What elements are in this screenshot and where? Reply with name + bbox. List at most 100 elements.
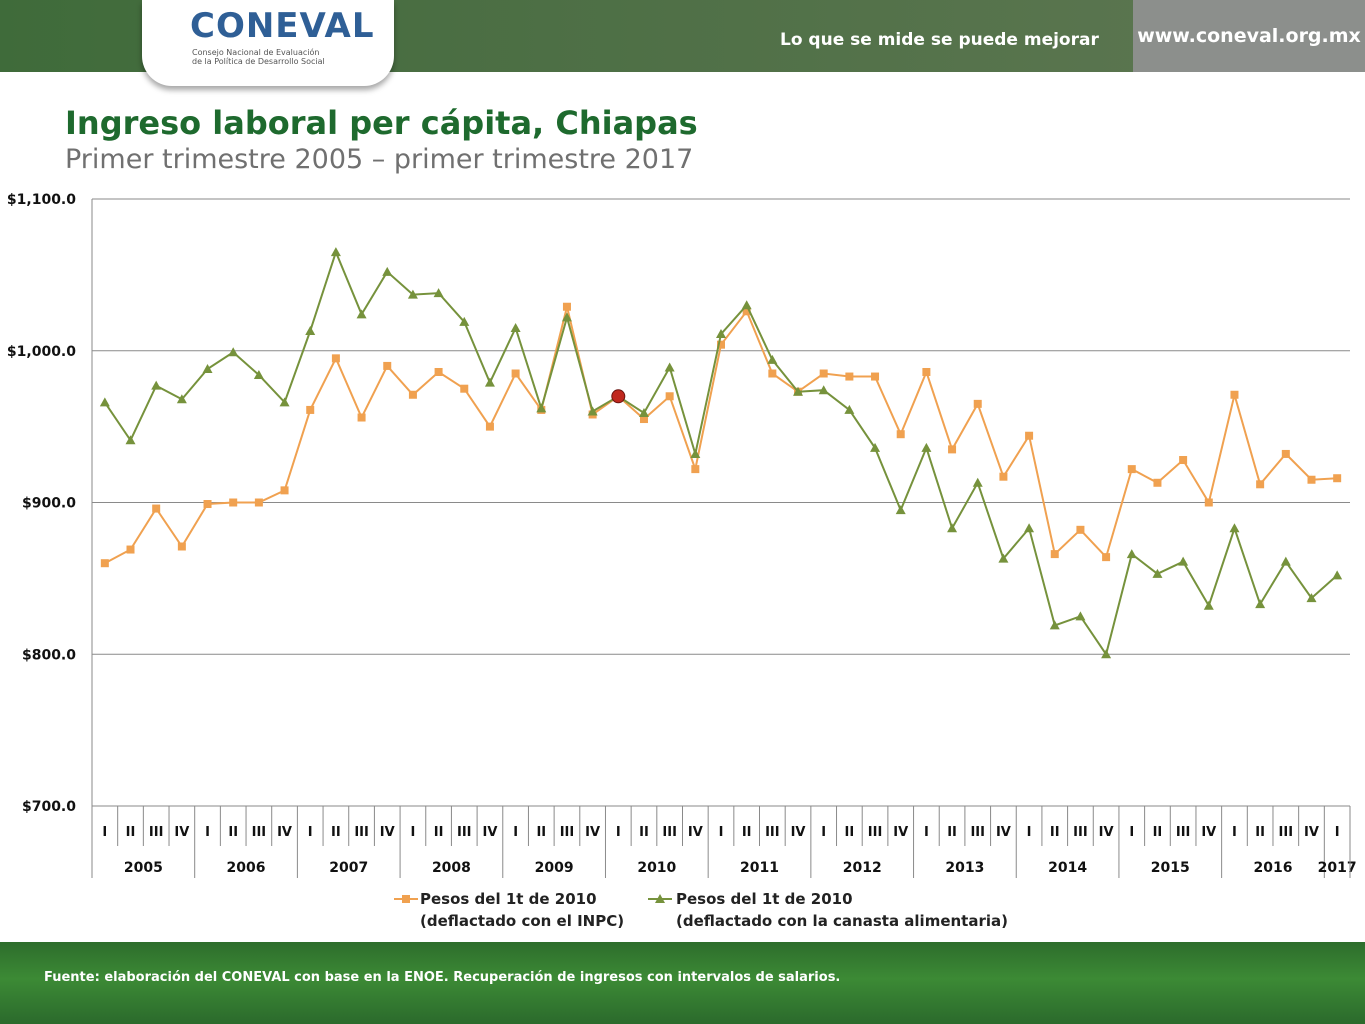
quarter-label: III bbox=[662, 825, 677, 840]
y-tick-label: $1,000.0 bbox=[7, 344, 76, 360]
url-box: www.coneval.org.mx bbox=[1133, 0, 1365, 72]
quarter-label: I bbox=[102, 825, 107, 840]
year-label: 2015 bbox=[1151, 860, 1190, 876]
legend-label-canasta: Pesos del 1t de 2010 (deflactado con la … bbox=[676, 888, 1008, 932]
quarter-label: IV bbox=[1304, 825, 1319, 840]
year-label: 2009 bbox=[535, 860, 574, 876]
legend-label-inpc: Pesos del 1t de 2010 (deflactado con el … bbox=[420, 888, 624, 932]
data-point-inpc bbox=[100, 559, 109, 568]
year-label: 2017 bbox=[1318, 860, 1357, 876]
quarter-label: III bbox=[1073, 825, 1088, 840]
data-point-inpc bbox=[1307, 475, 1316, 484]
data-point-canasta bbox=[459, 316, 470, 326]
data-point-inpc bbox=[357, 413, 366, 422]
quarter-label: III bbox=[1279, 825, 1294, 840]
data-point-inpc bbox=[1204, 498, 1213, 507]
legend-marker-inpc bbox=[402, 895, 410, 903]
quarter-label: III bbox=[1176, 825, 1191, 840]
data-point-inpc bbox=[871, 372, 880, 381]
data-point-canasta bbox=[330, 247, 341, 257]
year-label: 2014 bbox=[1048, 860, 1087, 876]
data-point-inpc bbox=[152, 504, 161, 513]
quarter-label: IV bbox=[996, 825, 1011, 840]
quarter-label: IV bbox=[1201, 825, 1216, 840]
year-label: 2007 bbox=[329, 860, 368, 876]
slogan: Lo que se mide se puede mejorar bbox=[780, 30, 1099, 50]
quarter-label: II bbox=[1153, 825, 1163, 840]
data-point-canasta bbox=[484, 377, 495, 387]
data-point-inpc bbox=[229, 498, 238, 507]
data-point-inpc bbox=[1076, 525, 1085, 534]
data-point-canasta bbox=[972, 477, 983, 487]
quarter-label: I bbox=[821, 825, 826, 840]
data-point-canasta bbox=[561, 312, 572, 322]
year-label: 2016 bbox=[1253, 860, 1292, 876]
quarter-label: III bbox=[560, 825, 575, 840]
quarter-label: IV bbox=[1099, 825, 1114, 840]
quarter-label: III bbox=[252, 825, 267, 840]
data-point-canasta bbox=[1024, 523, 1035, 533]
quarter-label: I bbox=[1027, 825, 1032, 840]
data-point-inpc bbox=[306, 405, 315, 414]
data-point-canasta bbox=[1152, 568, 1163, 578]
data-point-canasta bbox=[1229, 523, 1240, 533]
data-point-inpc bbox=[1153, 478, 1162, 487]
chart-subtitle: Primer trimestre 2005 – primer trimestre… bbox=[65, 144, 694, 175]
quarter-label: II bbox=[536, 825, 546, 840]
quarter-label: IV bbox=[791, 825, 806, 840]
website-url[interactable]: www.coneval.org.mx bbox=[1137, 25, 1361, 47]
quarter-label: IV bbox=[380, 825, 395, 840]
data-point-canasta bbox=[356, 309, 367, 319]
data-point-canasta bbox=[1126, 549, 1137, 559]
data-point-canasta bbox=[895, 505, 906, 515]
data-point-canasta bbox=[433, 288, 444, 298]
data-point-inpc bbox=[742, 307, 751, 316]
data-point-inpc bbox=[1179, 456, 1188, 465]
source-note: Fuente: elaboración del CONEVAL con base… bbox=[44, 970, 841, 985]
quarter-label: I bbox=[1335, 825, 1340, 840]
data-point-inpc bbox=[485, 422, 494, 431]
quarter-label: II bbox=[742, 825, 752, 840]
data-point-inpc bbox=[434, 367, 443, 376]
data-point-canasta bbox=[716, 329, 726, 339]
data-point-inpc bbox=[922, 367, 931, 376]
base-period-marker bbox=[611, 389, 626, 404]
data-point-canasta bbox=[1203, 600, 1214, 610]
quarter-label: II bbox=[1050, 825, 1060, 840]
data-point-inpc bbox=[999, 472, 1008, 481]
data-point-canasta bbox=[99, 397, 110, 407]
logo-subtitle: Consejo Nacional de Evaluación de la Pol… bbox=[192, 48, 325, 66]
data-point-inpc bbox=[845, 372, 854, 381]
quarter-label: III bbox=[457, 825, 472, 840]
data-point-inpc bbox=[717, 340, 725, 349]
y-tick-label: $900.0 bbox=[22, 496, 76, 512]
data-point-canasta bbox=[1280, 556, 1291, 566]
data-point-inpc bbox=[1050, 550, 1059, 559]
legend-marker-canasta bbox=[655, 894, 665, 903]
quarter-label: I bbox=[1129, 825, 1134, 840]
y-tick-label: $1,100.0 bbox=[7, 192, 76, 208]
series-layer bbox=[99, 247, 1343, 659]
data-point-canasta bbox=[1332, 570, 1343, 580]
y-tick-label: $800.0 bbox=[22, 647, 76, 663]
year-label: 2010 bbox=[637, 860, 676, 876]
data-point-inpc bbox=[948, 445, 957, 454]
data-point-inpc bbox=[254, 498, 263, 507]
data-point-inpc bbox=[973, 399, 982, 408]
data-point-inpc bbox=[1256, 480, 1265, 489]
data-point-canasta bbox=[664, 362, 675, 372]
quarter-label: I bbox=[616, 825, 621, 840]
quarter-label: I bbox=[1232, 825, 1237, 840]
quarter-label: III bbox=[765, 825, 780, 840]
y-tick-label: $700.0 bbox=[22, 799, 76, 815]
year-label: 2005 bbox=[124, 860, 163, 876]
quarter-label: IV bbox=[893, 825, 908, 840]
data-point-canasta bbox=[536, 403, 547, 413]
quarter-label: III bbox=[970, 825, 985, 840]
data-point-canasta bbox=[870, 442, 881, 452]
quarter-label: II bbox=[1255, 825, 1265, 840]
data-point-canasta bbox=[638, 407, 649, 417]
data-point-inpc bbox=[1333, 474, 1342, 483]
quarter-label: II bbox=[639, 825, 649, 840]
data-point-inpc bbox=[1102, 553, 1111, 562]
